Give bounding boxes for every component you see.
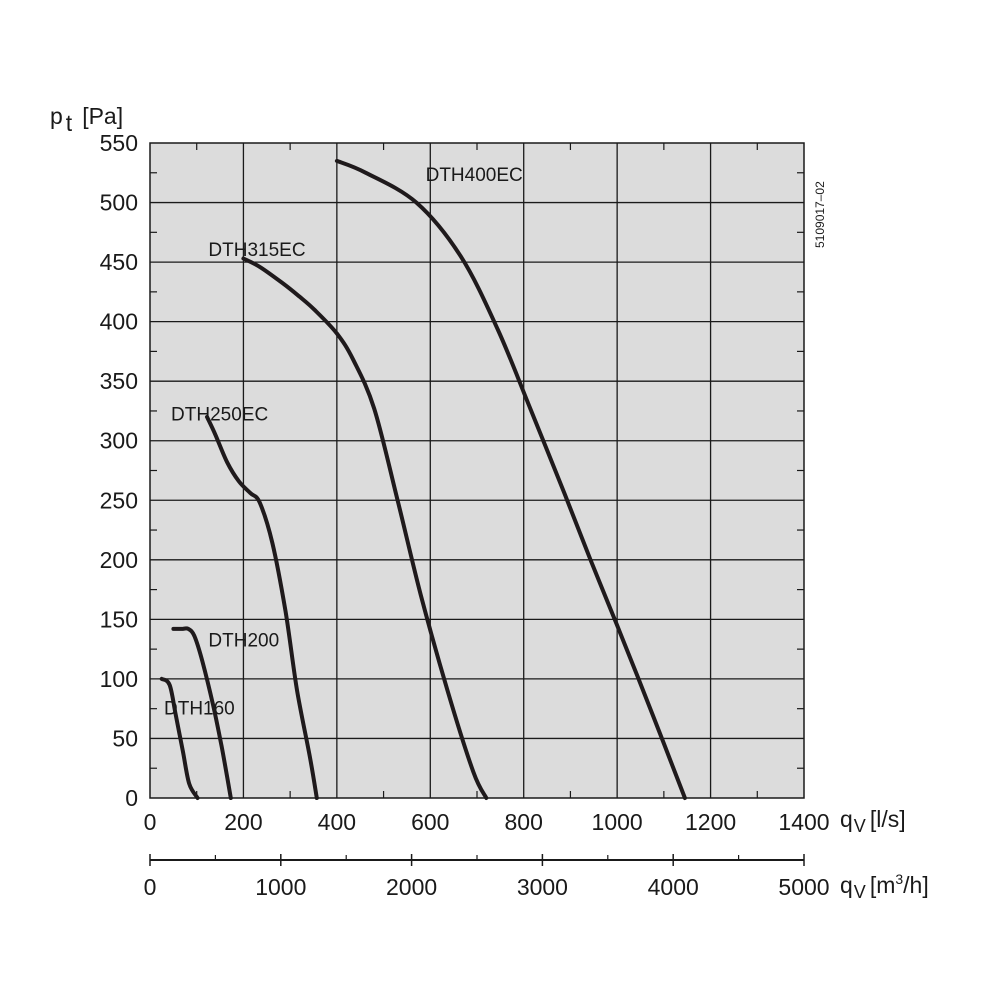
curve-dth160 [159,676,200,800]
y-tick-label-11: 550 [100,130,138,156]
secondary-x-axis: 0 1000 2000 3000 4000 5000 [144,854,830,900]
curve-dth315ec [241,256,489,800]
plot-background [150,143,804,798]
x2-axis-unit-post: /h] [903,872,929,898]
x2-tick-label-1: 1000 [255,874,306,900]
x-axis-unit: [l/s] [870,806,906,832]
label-dth200: DTH200 [208,631,279,652]
x-axis-tick-labels: 0 200 400 600 800 1000 1200 1400 [144,809,830,835]
y-tick-label-3: 150 [100,606,138,632]
x-axis-symbol: q [840,806,853,832]
curve-dth400ec [334,158,687,800]
y-axis-unit: [Pa] [82,103,123,129]
x-tick-label-6: 1200 [685,809,736,835]
y-axis-tick-labels: 0 50 100 150 200 250 300 350 400 450 500 550 [100,130,138,811]
y-tick-label-8: 400 [100,309,138,335]
x2-axis-symbol: q [840,872,853,898]
x-tick-label-2: 400 [318,809,356,835]
minor-ticks [150,143,804,798]
x2-axis-title: qV [m3/h] [840,871,929,902]
curve-labels: DTH400EC DTH315EC DTH250EC DTH200 DTH160 [164,165,523,720]
y-axis-title: p t [Pa] [50,103,123,136]
fan-curves [159,158,687,800]
x-tick-label-4: 800 [505,809,543,835]
x2-tick-label-2: 2000 [386,874,437,900]
y-axis-symbol: p [50,103,63,129]
y-tick-label-1: 50 [112,725,138,751]
x2-tick-label-5: 5000 [778,874,829,900]
x-tick-label-1: 200 [224,809,262,835]
plot-frame [149,142,805,799]
label-dth250ec: DTH250EC [171,404,268,425]
grid-lines [150,143,804,798]
x2-tick-label-4: 4000 [648,874,699,900]
curve-dth250ec [205,414,319,800]
x-tick-label-5: 1000 [592,809,643,835]
x2-tick-label-3: 3000 [517,874,568,900]
y-tick-label-4: 200 [100,547,138,573]
label-dth160: DTH160 [164,698,235,719]
label-dth400ec: DTH400EC [426,165,523,186]
x2-axis-unit-pre: [m [870,872,896,898]
x-tick-label-3: 600 [411,809,449,835]
x-axis-subscript: V [854,816,866,836]
y-tick-label-7: 350 [100,368,138,394]
y-tick-label-5: 250 [100,487,138,513]
x-tick-label-0: 0 [144,809,157,835]
x2-axis-subscript: V [854,882,866,902]
document-code: 5109017–02 [813,181,827,248]
curve-dth200 [171,626,233,800]
y-tick-label-10: 500 [100,190,138,216]
x2-axis-unit-sup: 3 [895,871,903,887]
y-tick-label-0: 0 [125,785,138,811]
x2-tick-label-0: 0 [144,874,157,900]
x-tick-label-7: 1400 [778,809,829,835]
x-axis-title: qV [l/s] [840,806,906,836]
label-dth315ec: DTH315EC [208,240,305,261]
y-tick-label-2: 100 [100,666,138,692]
y-tick-label-9: 450 [100,249,138,275]
y-axis-subscript: t [66,110,73,136]
y-tick-label-6: 300 [100,428,138,454]
